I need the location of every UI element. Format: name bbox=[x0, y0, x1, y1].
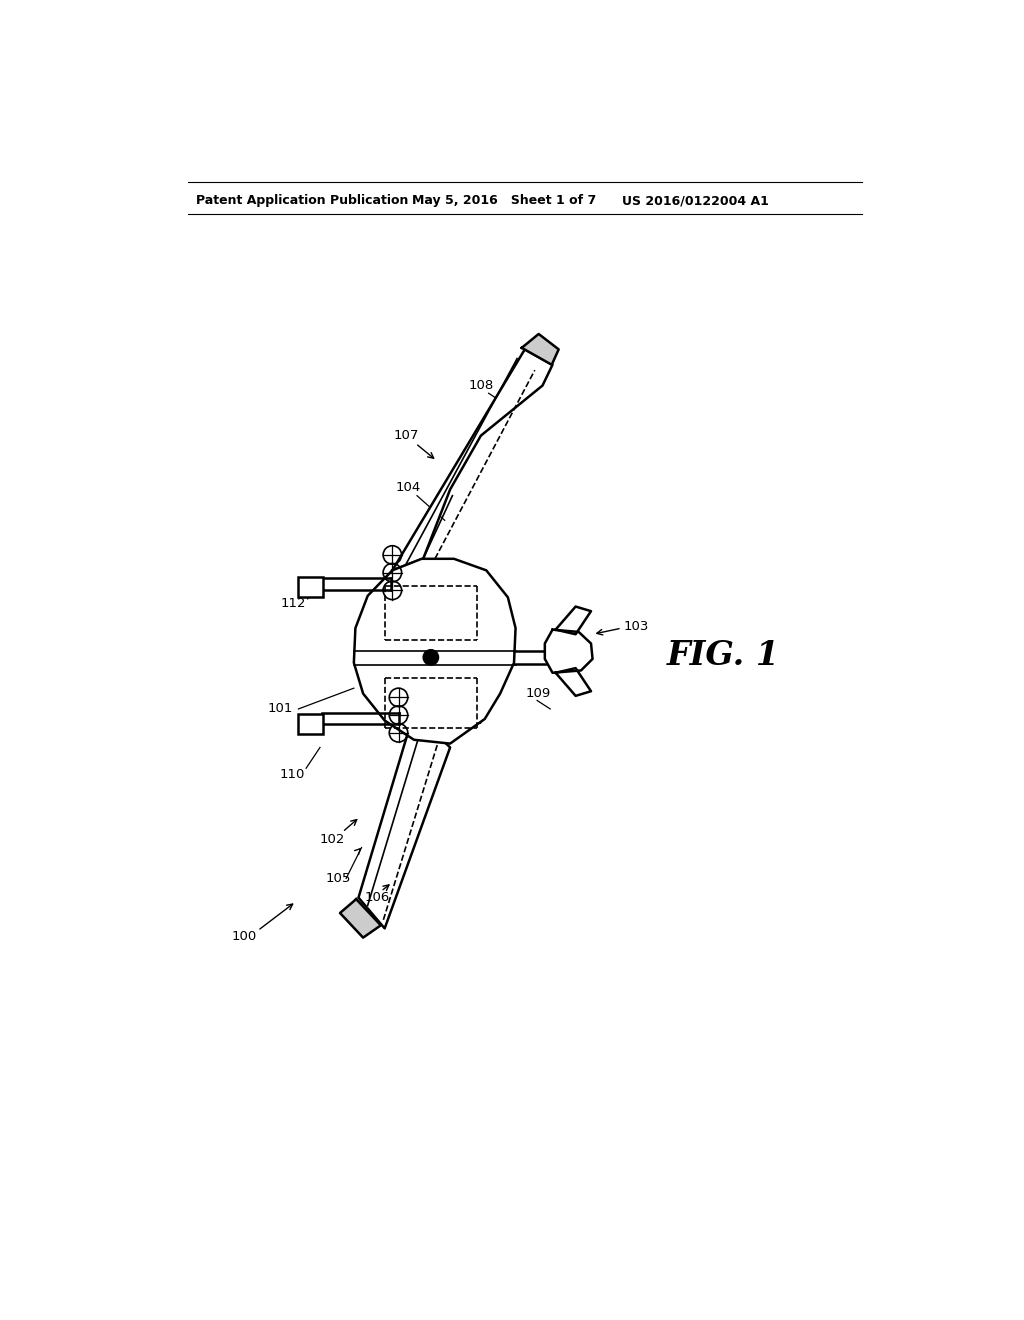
Text: US 2016/0122004 A1: US 2016/0122004 A1 bbox=[622, 194, 769, 207]
Text: 100: 100 bbox=[231, 929, 257, 942]
Text: 116: 116 bbox=[459, 614, 484, 627]
Polygon shape bbox=[392, 350, 553, 570]
Bar bbox=[298, 577, 323, 598]
Polygon shape bbox=[521, 334, 559, 364]
Polygon shape bbox=[545, 630, 593, 673]
Text: 108: 108 bbox=[468, 379, 494, 392]
Text: Patent Application Publication: Patent Application Publication bbox=[196, 194, 409, 207]
Text: 101: 101 bbox=[268, 702, 294, 715]
Polygon shape bbox=[354, 558, 515, 743]
Text: FIG. 1: FIG. 1 bbox=[667, 639, 780, 672]
Text: 105: 105 bbox=[326, 871, 351, 884]
Text: May 5, 2016   Sheet 1 of 7: May 5, 2016 Sheet 1 of 7 bbox=[412, 194, 596, 207]
Text: 109: 109 bbox=[526, 686, 551, 700]
Polygon shape bbox=[340, 899, 381, 937]
Text: 112: 112 bbox=[281, 597, 306, 610]
Text: 110: 110 bbox=[280, 768, 305, 781]
Polygon shape bbox=[358, 713, 451, 928]
Text: 102: 102 bbox=[319, 833, 345, 846]
Bar bbox=[298, 714, 323, 734]
Polygon shape bbox=[556, 607, 591, 635]
Text: 114: 114 bbox=[458, 714, 483, 727]
Text: 107: 107 bbox=[393, 429, 419, 442]
Circle shape bbox=[423, 649, 438, 665]
Text: 103: 103 bbox=[624, 620, 649, 634]
Text: 104: 104 bbox=[395, 482, 421, 495]
Polygon shape bbox=[556, 668, 591, 696]
Text: 106: 106 bbox=[365, 891, 389, 904]
